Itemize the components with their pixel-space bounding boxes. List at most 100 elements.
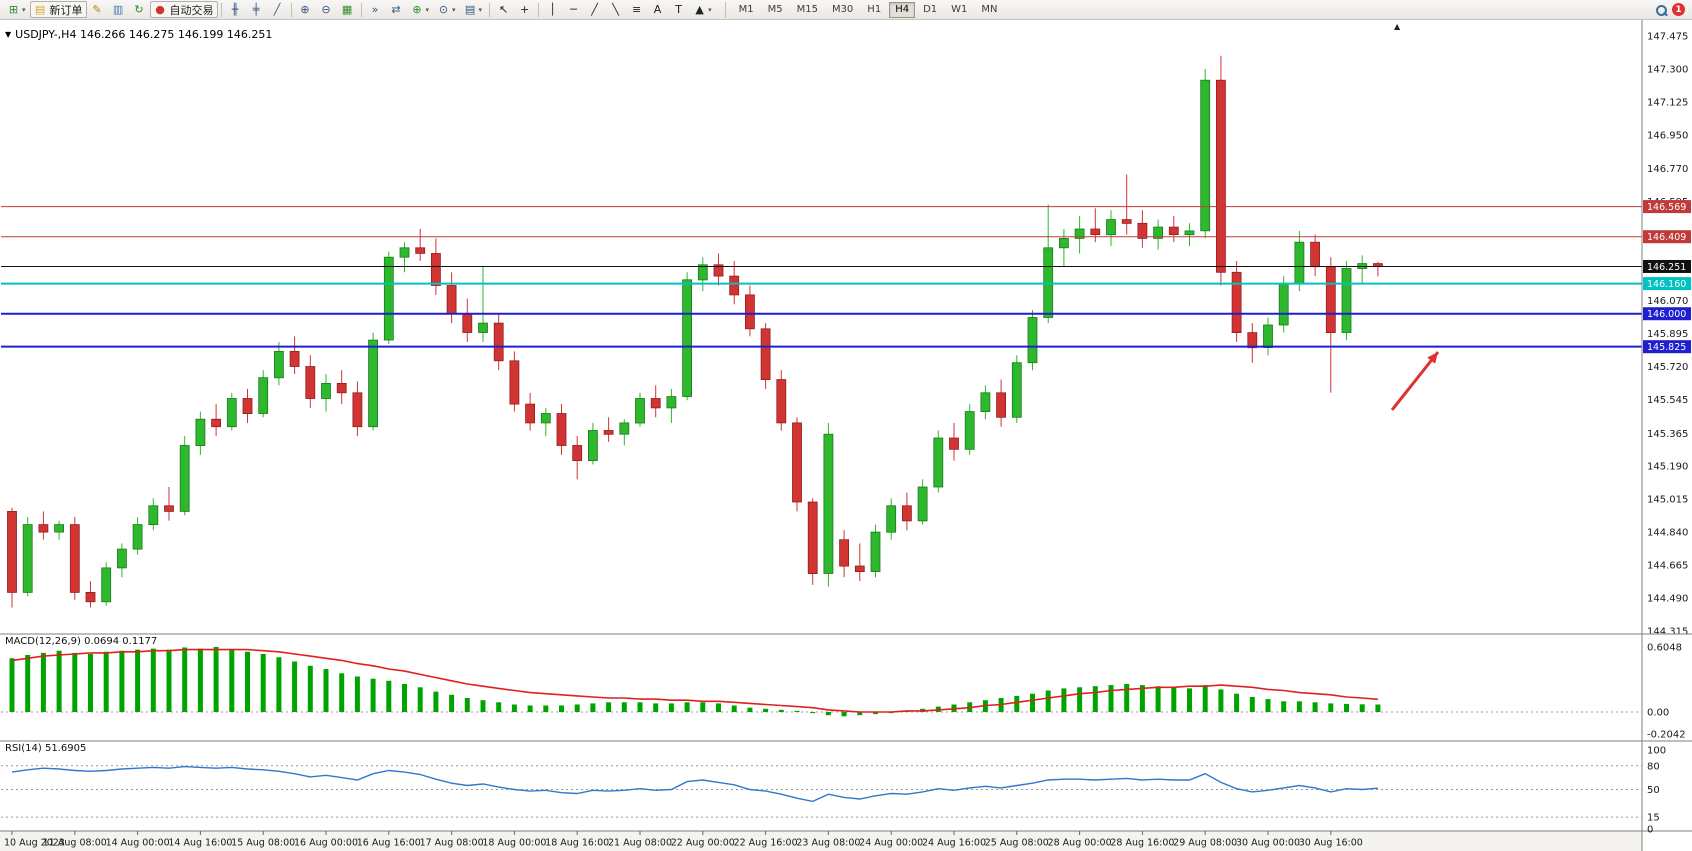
line-chart-mode-button[interactable]: ╱	[267, 1, 288, 18]
cursor-button[interactable]: ↖	[493, 1, 514, 18]
scroll-position-marker[interactable]: ▲	[1394, 22, 1401, 31]
tile-windows-button[interactable]: ▦	[337, 1, 358, 18]
svg-text:29 Aug 08:00: 29 Aug 08:00	[1173, 838, 1237, 849]
horizontal-line-button[interactable]: ─	[563, 1, 584, 18]
autotrading-icon: ●	[155, 3, 165, 16]
candle-body	[117, 548, 127, 569]
svg-text:147.475: 147.475	[1647, 32, 1688, 43]
candle-body	[1153, 226, 1163, 239]
toolbar-separator	[290, 2, 292, 17]
auto-scroll-button[interactable]: »	[365, 1, 386, 18]
svg-text:21 Aug 08:00: 21 Aug 08:00	[608, 838, 672, 849]
candle-chart-mode-icon: ╪	[252, 3, 260, 16]
chevron-down-icon: ▾	[478, 5, 483, 14]
candle-body	[352, 392, 363, 428]
chart-window: 147.475 147.300 147.125 146.950 146.770 146.5…	[0, 20, 1692, 851]
candle-body	[525, 403, 535, 424]
toolbar-separator	[360, 2, 362, 17]
candle-body	[776, 379, 787, 424]
chart-symbol-header: ▼ USDJPY-,H4 146.266 146.275 146.199 146…	[5, 28, 272, 41]
rsi-label: RSI(14) 51.6905	[5, 743, 87, 754]
zoom-out-icon: ⊖	[321, 3, 331, 16]
zoom-in-button[interactable]: ⊕	[295, 1, 316, 18]
support-line-blue-2-badge	[1643, 340, 1691, 354]
timeframe-h1[interactable]: H1	[867, 4, 882, 15]
arrows-button[interactable]: ▲ ▾	[689, 1, 716, 18]
chart-menu-icon[interactable]: ▼	[5, 30, 12, 39]
text-icon: A	[653, 3, 662, 16]
chevron-down-icon: ▾	[425, 5, 430, 14]
candle-body	[258, 377, 269, 414]
text-label-button[interactable]: T	[668, 1, 689, 18]
svg-text:146.160: 146.160	[1647, 279, 1686, 290]
vertical-line-button[interactable]: │	[542, 1, 563, 18]
candle-body	[226, 398, 237, 428]
text-button[interactable]: A	[647, 1, 668, 18]
candle-body	[996, 392, 1006, 418]
candle-body	[85, 592, 96, 603]
vertical-line-icon: │	[549, 3, 556, 16]
market-watch-button[interactable]: ▥	[108, 1, 129, 18]
timeframe-m5[interactable]: M5	[767, 4, 783, 15]
timeframe-m1[interactable]: M1	[738, 4, 754, 15]
bar-chart-mode-button[interactable]: ╫	[225, 1, 246, 18]
candle-body	[1011, 362, 1022, 418]
candle-body	[1263, 324, 1273, 349]
templates-button[interactable]: ▤ ▾	[460, 1, 487, 18]
timeframe-d1[interactable]: D1	[923, 4, 938, 15]
candle-chart-mode-button[interactable]: ╪	[246, 1, 267, 18]
candle-body	[729, 275, 740, 296]
timeframe-h4[interactable]: H4	[889, 1, 916, 18]
chart-shift-button[interactable]: ⇄	[386, 1, 407, 18]
svg-text:24 Aug 00:00: 24 Aug 00:00	[859, 838, 923, 849]
metaeditor-button[interactable]: ✎	[87, 1, 108, 18]
horizontal-line-icon: ─	[570, 3, 577, 16]
svg-text:22 Aug 16:00: 22 Aug 16:00	[734, 838, 798, 849]
svg-text:30 Aug 16:00: 30 Aug 16:00	[1299, 838, 1363, 849]
timeframe-m15[interactable]: M15	[796, 4, 818, 15]
candle-body	[1027, 317, 1038, 364]
macd-label: MACD(12,26,9) 0.0694 0.1177	[5, 636, 158, 647]
candle-body	[1059, 237, 1069, 249]
notification-badge[interactable]: 1	[1672, 3, 1685, 16]
svg-text:0: 0	[1647, 825, 1653, 836]
new-order-button[interactable]: ▤ 新订单	[29, 1, 87, 18]
periods-icon: ⊙	[438, 3, 449, 16]
candle-body	[22, 524, 33, 593]
svg-text:28 Aug 00:00: 28 Aug 00:00	[1048, 838, 1112, 849]
autotrading-button[interactable]: ● 自动交易	[149, 1, 218, 18]
macd-histogram	[9, 647, 1381, 717]
annotation-arrow[interactable]	[1390, 351, 1440, 411]
search-icon[interactable]	[1656, 4, 1668, 16]
candle-body	[635, 398, 645, 424]
indicators-button[interactable]: ⊕ ▾	[407, 1, 434, 18]
candle-body	[792, 422, 802, 503]
zoom-out-button[interactable]: ⊖	[316, 1, 337, 18]
candle-body	[462, 313, 473, 333]
svg-text:11 Aug 08:00: 11 Aug 08:00	[43, 838, 107, 849]
candlestick-series	[7, 55, 1383, 608]
candle-body	[38, 524, 49, 533]
candle-body	[1090, 228, 1101, 235]
periods-button[interactable]: ⊙ ▾	[433, 1, 460, 18]
channel-button[interactable]: ╲	[605, 1, 626, 18]
fibonacci-button[interactable]: ≡	[626, 1, 647, 18]
svg-text:145.015: 145.015	[1647, 495, 1688, 506]
chart-canvas[interactable]: 147.475 147.300 147.125 146.950 146.770 146.5…	[0, 20, 1692, 851]
svg-text:146.251: 146.251	[1647, 262, 1686, 273]
trendline-button[interactable]: ╱	[584, 1, 605, 18]
timeframe-mn[interactable]: MN	[981, 4, 998, 15]
refresh-button[interactable]: ↻	[129, 1, 150, 18]
svg-text:50: 50	[1647, 785, 1660, 796]
svg-text:145.365: 145.365	[1647, 429, 1688, 440]
time-axis-strip	[0, 831, 1642, 851]
toolbar-separator	[220, 2, 222, 17]
crosshair-button[interactable]: +	[514, 1, 535, 18]
timeframe-m30[interactable]: M30	[831, 4, 854, 15]
timeframe-w1[interactable]: W1	[951, 4, 968, 15]
svg-text:145.190: 145.190	[1647, 462, 1688, 473]
new-chart-button[interactable]: ⊞ ▾	[3, 1, 30, 18]
cursor-icon: ↖	[498, 3, 509, 16]
